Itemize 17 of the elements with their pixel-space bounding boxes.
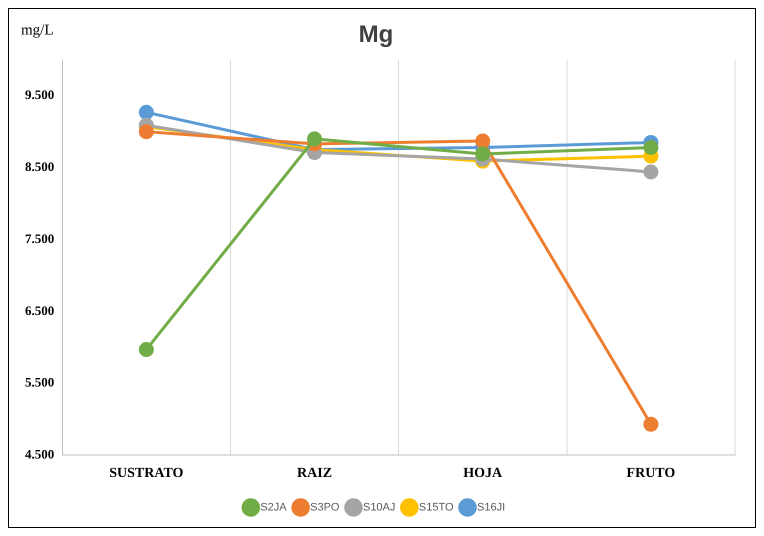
x-tick-label: HOJA [463,466,504,482]
legend-label: S10AJ [362,502,396,514]
y-axis-title: mg/L [21,22,54,38]
y-tick-label: 4.500 [25,446,54,462]
y-tick-label: 9.500 [25,87,54,102]
chart-title: Mg [358,21,394,48]
y-tick-label: 7.500 [25,230,54,246]
legend-label: S2JA [260,502,288,514]
legend-label: S15TO [418,502,454,514]
x-tick-label: RAIZ [297,466,332,482]
legend-label: S3PO [310,502,340,514]
legend-label: S16JI [477,502,506,514]
x-tick-label: FRUTO [626,466,676,482]
y-tick-label: 5.500 [25,374,54,390]
y-tick-label: 6.500 [25,302,54,318]
x-tick-label: SUSTRATO [109,466,184,482]
y-tick-label: 8.500 [25,158,54,174]
